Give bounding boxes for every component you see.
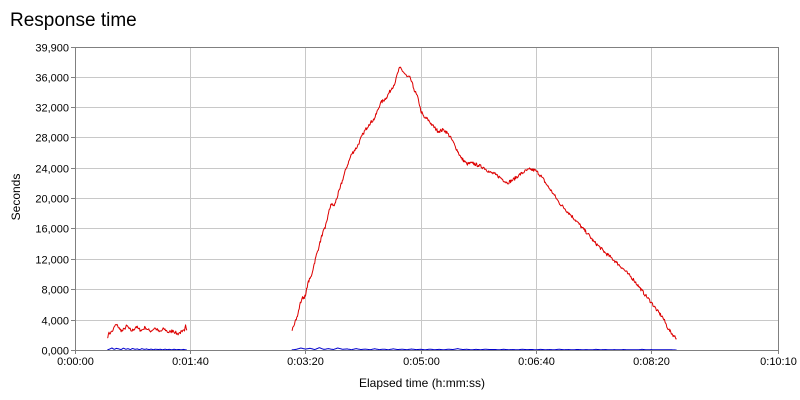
x-tick-label: 0:03:20	[287, 356, 324, 368]
y-tick-label: 36,000	[35, 73, 69, 85]
x-tick-label: 0:05:00	[403, 356, 440, 368]
y-tick-label: 28,000	[35, 133, 69, 145]
y-tick-label: 16,000	[35, 224, 69, 236]
y-tick-label: 0,000	[41, 346, 69, 358]
secondary-series-line	[107, 347, 187, 351]
x-tick-label: 0:06:40	[518, 356, 555, 368]
y-tick-label: 32,000	[35, 103, 69, 115]
series-layer	[107, 66, 677, 351]
y-tick-label: 39,900	[35, 43, 69, 55]
x-axis-label: Elapsed time (h:mm:ss)	[358, 376, 486, 390]
y-axis-ticks: 0,000 4,000 8,000 12,000 16,000 20,000 24,000 2…	[35, 43, 75, 358]
response-time-line	[107, 323, 188, 339]
y-tick-label: 12,000	[35, 255, 69, 267]
y-tick-label: 24,000	[35, 164, 69, 176]
x-axis-ticks: 0:00:00 0:01:40 0:03:20 0:05:00 0:06:40 0:08:…	[57, 350, 797, 368]
x-tick-label: 0:00:00	[57, 356, 94, 368]
chart-title: Response time	[10, 10, 137, 31]
y-tick-label: 8,000	[41, 285, 69, 297]
x-tick-label: 0:01:40	[172, 356, 209, 368]
grid-lines	[75, 47, 779, 351]
y-tick-label: 20,000	[35, 194, 69, 206]
secondary-series-line	[291, 347, 677, 351]
x-tick-label: 0:10:10	[760, 356, 797, 368]
response-time-line	[291, 66, 677, 340]
x-tick-label: 0:08:20	[633, 356, 670, 368]
y-tick-label: 4,000	[41, 316, 69, 328]
plot-area-frame	[75, 47, 779, 351]
